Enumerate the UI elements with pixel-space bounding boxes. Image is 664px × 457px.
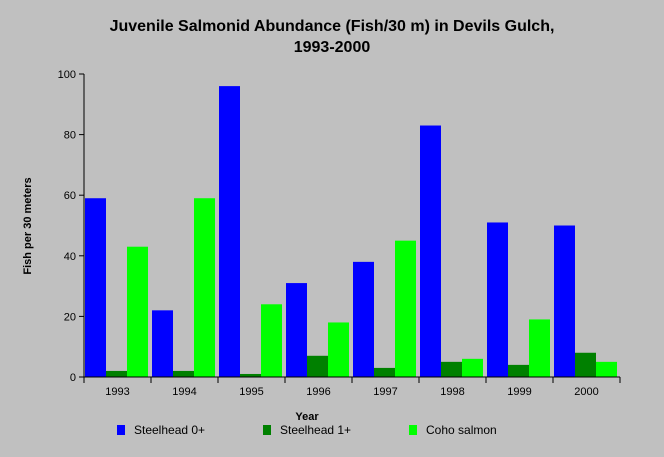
bar-steelhead-1--1999 <box>508 364 529 377</box>
bar-steelhead-0--1998 <box>420 125 441 377</box>
y-tick-label: 100 <box>58 69 76 81</box>
legend-label: Steelhead 1+ <box>280 423 351 437</box>
bar-steelhead-1--2000 <box>575 352 596 377</box>
bar-steelhead-0--1996 <box>286 283 307 377</box>
bar-steelhead-1--1994 <box>173 370 194 377</box>
x-axis-title: Year <box>295 411 319 423</box>
legend-swatch <box>409 425 417 435</box>
bar-steelhead-1--1993 <box>106 370 127 377</box>
y-tick-label: 40 <box>64 251 76 263</box>
plot-area: 0 20 40 60 80 100 1993 1994 1995 1996 1997 1998 1999… <box>58 69 621 398</box>
bar-coho-salmon-1996 <box>328 322 349 377</box>
x-tick-label: 1994 <box>172 386 196 398</box>
y-tick-label: 60 <box>64 190 76 202</box>
legend-label: Steelhead 0+ <box>134 423 205 437</box>
legend: Steelhead 0+ Steelhead 1+ Coho salmon <box>117 423 497 437</box>
bar-steelhead-0--1997 <box>353 261 374 377</box>
bar-steelhead-0--2000 <box>554 225 575 377</box>
bar-steelhead-0--1993 <box>85 198 106 377</box>
bar-steelhead-0--1994 <box>152 310 173 377</box>
x-tick-label: 2000 <box>574 386 598 398</box>
y-tick-label: 0 <box>70 372 76 384</box>
y-tick-label: 20 <box>64 311 76 323</box>
bar-coho-salmon-1995 <box>261 304 282 377</box>
bar-steelhead-1--1995 <box>240 373 261 377</box>
chart-title-line-1: Juvenile Salmonid Abundance (Fish/30 m) … <box>110 18 555 35</box>
x-tick-label: 1995 <box>239 386 263 398</box>
y-axis-title: Fish per 30 meters <box>22 177 34 274</box>
bar-coho-salmon-1999 <box>529 319 550 377</box>
bar-steelhead-0--1995 <box>219 86 240 378</box>
bar-steelhead-1--1996 <box>307 355 328 377</box>
bar-coho-salmon-1998 <box>462 358 483 377</box>
x-tick-label: 1996 <box>306 386 330 398</box>
bar-coho-salmon-1993 <box>127 246 148 377</box>
bar-steelhead-0--1999 <box>487 222 508 377</box>
legend-swatch <box>117 425 125 435</box>
x-tick-label: 1999 <box>507 386 531 398</box>
bar-steelhead-1--1998 <box>441 361 462 377</box>
legend-swatch <box>263 425 271 435</box>
bar-coho-salmon-1997 <box>395 240 416 377</box>
x-tick-label: 1998 <box>440 386 464 398</box>
y-tick-label: 80 <box>64 130 76 142</box>
x-tick-label: 1997 <box>373 386 397 398</box>
bar-steelhead-1--1997 <box>374 367 395 377</box>
bar-coho-salmon-2000 <box>596 361 617 377</box>
bar-coho-salmon-1994 <box>194 198 215 377</box>
x-tick-label: 1993 <box>105 386 129 398</box>
chart-title-line-2: 1993-2000 <box>294 39 371 56</box>
legend-label: Coho salmon <box>426 423 497 437</box>
